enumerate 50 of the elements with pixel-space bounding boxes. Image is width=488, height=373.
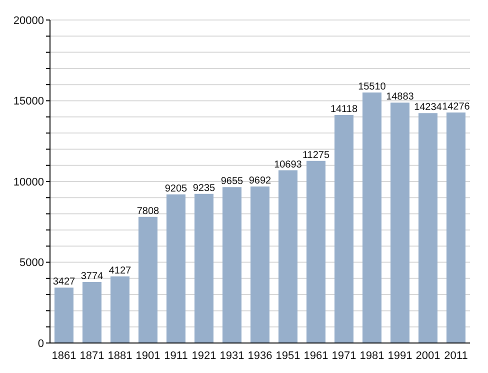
x-tick-label: 1951 [276, 350, 300, 362]
bar [166, 194, 186, 343]
x-tick-label: 1981 [360, 350, 384, 362]
data-label: 9235 [192, 182, 216, 194]
x-tick-label: 1921 [192, 350, 216, 362]
y-tick-label: 15000 [13, 96, 44, 108]
data-label: 9692 [248, 175, 272, 186]
x-tick-label: 1911 [164, 350, 188, 362]
data-label: 7808 [136, 206, 160, 217]
data-label: 11275 [302, 150, 330, 161]
bar [250, 186, 270, 343]
bar [334, 114, 354, 343]
x-tick-label: 1931 [220, 350, 244, 362]
x-tick-label: 1871 [80, 350, 104, 362]
y-tick-label: 20000 [13, 14, 44, 27]
y-tick-label: 5000 [20, 257, 44, 270]
bar [306, 160, 326, 343]
data-label: 14118 [330, 104, 358, 115]
data-label: 9655 [220, 176, 244, 188]
data-label: 14234 [414, 102, 442, 114]
bar [446, 112, 466, 343]
x-tick-label: 1901 [136, 350, 160, 362]
x-tick-label: 2011 [444, 350, 468, 362]
data-label: 14883 [386, 92, 414, 103]
x-tick-label: 1936 [248, 350, 272, 362]
data-label: 3774 [80, 271, 104, 282]
bar [362, 92, 382, 343]
bar [194, 194, 214, 343]
data-label: 15510 [358, 82, 386, 93]
bar [418, 113, 438, 343]
bar [54, 288, 74, 343]
x-tick-label: 1971 [332, 350, 356, 362]
bar [138, 216, 158, 343]
data-label: 10693 [274, 159, 302, 170]
data-label: 3427 [52, 276, 76, 288]
data-label: 14276 [442, 101, 470, 112]
x-tick-label: 1991 [388, 350, 412, 362]
x-tick-label: 2001 [416, 350, 440, 362]
x-tick-label: 1861 [52, 350, 76, 362]
data-label: 4127 [108, 265, 132, 276]
bar [222, 187, 242, 343]
y-tick-label: 0 [38, 338, 44, 350]
y-tick-label: 10000 [13, 176, 44, 188]
bar [110, 276, 130, 343]
data-label: 9205 [164, 183, 188, 194]
bar [390, 102, 410, 343]
x-tick-label: 1881 [108, 350, 132, 362]
bar [278, 170, 298, 343]
x-tick-label: 1961 [304, 350, 328, 362]
bar [82, 282, 102, 343]
